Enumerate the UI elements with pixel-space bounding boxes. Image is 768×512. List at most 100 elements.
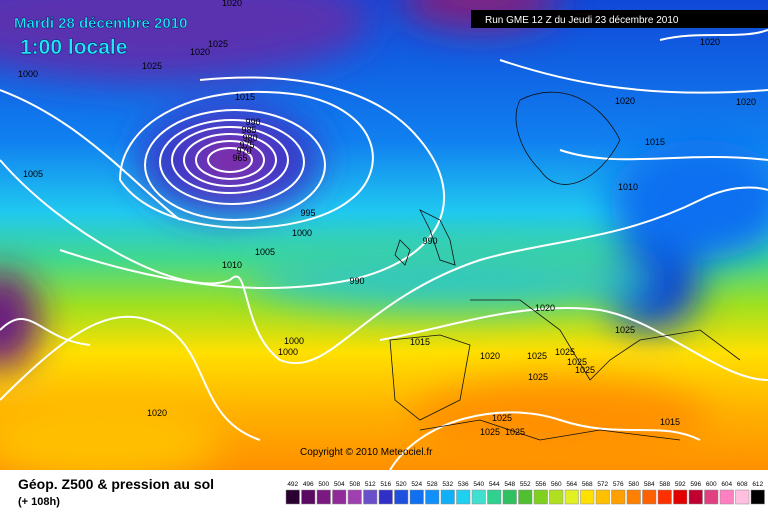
- isobar-label: 1015: [410, 337, 430, 347]
- scale-label: 500: [318, 481, 329, 488]
- scale-label: 580: [628, 481, 639, 488]
- isobar-label: 1020: [736, 97, 756, 107]
- isobar-label: 1025: [567, 357, 587, 367]
- scale-label: 496: [303, 481, 314, 488]
- scale-swatch: [363, 489, 378, 505]
- scale-swatch: [347, 489, 362, 505]
- isobar-label: 1020: [147, 408, 167, 418]
- scale-swatch: [564, 489, 579, 505]
- isobar-label: 1010: [222, 260, 242, 270]
- isobar-label: 1020: [535, 303, 555, 313]
- isobar-label: 1025: [528, 372, 548, 382]
- run-info: Run GME 12 Z du Jeudi 23 décembre 2010: [485, 15, 679, 26]
- local-time: 1:00 locale: [20, 36, 127, 59]
- scale-label: 584: [644, 481, 655, 488]
- scale-swatch: [440, 489, 455, 505]
- scale-swatch: [316, 489, 331, 505]
- isobar-label: 1015: [660, 417, 680, 427]
- isobar-label: 1025: [480, 427, 500, 437]
- isobars: [0, 29, 768, 471]
- scale-label: 588: [659, 481, 670, 488]
- isobar-label: 990: [349, 276, 364, 286]
- coastlines: [389, 91, 741, 441]
- isobar-label: 985: [241, 125, 256, 135]
- isobar-label: 1025: [492, 413, 512, 423]
- scale-label: 544: [489, 481, 500, 488]
- scale-swatch: [332, 489, 347, 505]
- scale-swatch: [394, 489, 409, 505]
- scale-label: 596: [690, 481, 701, 488]
- scale-label: 600: [706, 481, 717, 488]
- scale-swatch: [580, 489, 595, 505]
- isobar-label: 965: [232, 153, 247, 163]
- scale-label: 508: [349, 481, 360, 488]
- isobar-label: 1025: [575, 365, 595, 375]
- scale-swatch: [642, 489, 657, 505]
- isobar-label: 980: [242, 133, 257, 143]
- isobar-label: 995: [300, 208, 315, 218]
- scale-swatch: [549, 489, 564, 505]
- isobar-label: 1010: [618, 182, 638, 192]
- isobar-label: 1020: [190, 47, 210, 57]
- scale-label: 564: [566, 481, 577, 488]
- isobar-label: 1025: [505, 427, 525, 437]
- scale-swatch: [425, 489, 440, 505]
- scale-swatch: [409, 489, 424, 505]
- scale-swatch: [285, 489, 300, 505]
- isobar-label: 990: [245, 117, 260, 127]
- scale-label: 608: [737, 481, 748, 488]
- isobar-label: 1015: [235, 92, 255, 102]
- isobar-label: 1000: [278, 347, 298, 357]
- copyright: Copyright © 2010 Meteociel.fr: [300, 447, 433, 458]
- isobar-label: 1000: [292, 228, 312, 238]
- scale-label: 492: [287, 481, 298, 488]
- scale-label: 532: [442, 481, 453, 488]
- lead-time: (+ 108h): [18, 496, 60, 508]
- scale-swatch: [456, 489, 471, 505]
- scale-swatch: [688, 489, 703, 505]
- scale-swatch: [611, 489, 626, 505]
- scale-label: 552: [520, 481, 531, 488]
- scale-swatch: [487, 489, 502, 505]
- scale-label: 568: [582, 481, 593, 488]
- scale-label: 612: [752, 481, 763, 488]
- scale-label: 516: [380, 481, 391, 488]
- scale-label: 524: [411, 481, 422, 488]
- scale-swatch: [626, 489, 641, 505]
- scale-swatch: [301, 489, 316, 505]
- isobar-label: 1015: [645, 137, 665, 147]
- scale-swatch: [704, 489, 719, 505]
- scale-swatch: [735, 489, 750, 505]
- isobar-label: 1000: [18, 69, 38, 79]
- run-box: [471, 10, 768, 28]
- scale-label: 528: [427, 481, 438, 488]
- isobar-label: 1020: [480, 351, 500, 361]
- scale-label: 604: [721, 481, 732, 488]
- scale-label: 560: [551, 481, 562, 488]
- isobar-label: 975: [239, 140, 254, 150]
- isobar-label: 970: [236, 146, 251, 156]
- scale-swatch: [595, 489, 610, 505]
- scale-label: 512: [365, 481, 376, 488]
- isobar-label: 990: [422, 236, 437, 246]
- scale-label: 556: [535, 481, 546, 488]
- scale-swatch: [471, 489, 486, 505]
- scale-label: 504: [334, 481, 345, 488]
- scale-label: 576: [613, 481, 624, 488]
- isobar-label: 1005: [255, 247, 275, 257]
- isobar-label: 1025: [208, 39, 228, 49]
- scale-swatch: [673, 489, 688, 505]
- date: Mardi 28 décembre 2010: [14, 15, 187, 32]
- scale-label: 536: [458, 481, 469, 488]
- isobar-label: 1025: [555, 347, 575, 357]
- isobar-label: 1005: [23, 169, 43, 179]
- scale-swatch: [518, 489, 533, 505]
- isobar-label: 1020: [615, 96, 635, 106]
- isobar-label: 1000: [284, 336, 304, 346]
- isobar-label: 1025: [615, 325, 635, 335]
- scale-swatch: [719, 489, 734, 505]
- scale-label: 592: [675, 481, 686, 488]
- scale-swatch: [750, 489, 765, 505]
